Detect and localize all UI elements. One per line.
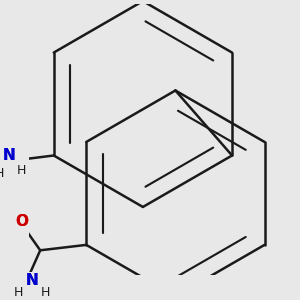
- FancyBboxPatch shape: [24, 272, 40, 288]
- FancyBboxPatch shape: [1, 147, 17, 164]
- Text: H: H: [14, 286, 23, 299]
- Text: O: O: [15, 214, 28, 230]
- FancyBboxPatch shape: [13, 214, 29, 230]
- Text: O: O: [15, 214, 28, 230]
- Text: H: H: [16, 164, 26, 177]
- Text: H: H: [0, 167, 4, 180]
- Text: N: N: [26, 273, 38, 288]
- Text: N: N: [3, 148, 15, 163]
- Text: N: N: [26, 273, 38, 288]
- Text: H: H: [41, 286, 50, 299]
- Text: N: N: [3, 148, 15, 163]
